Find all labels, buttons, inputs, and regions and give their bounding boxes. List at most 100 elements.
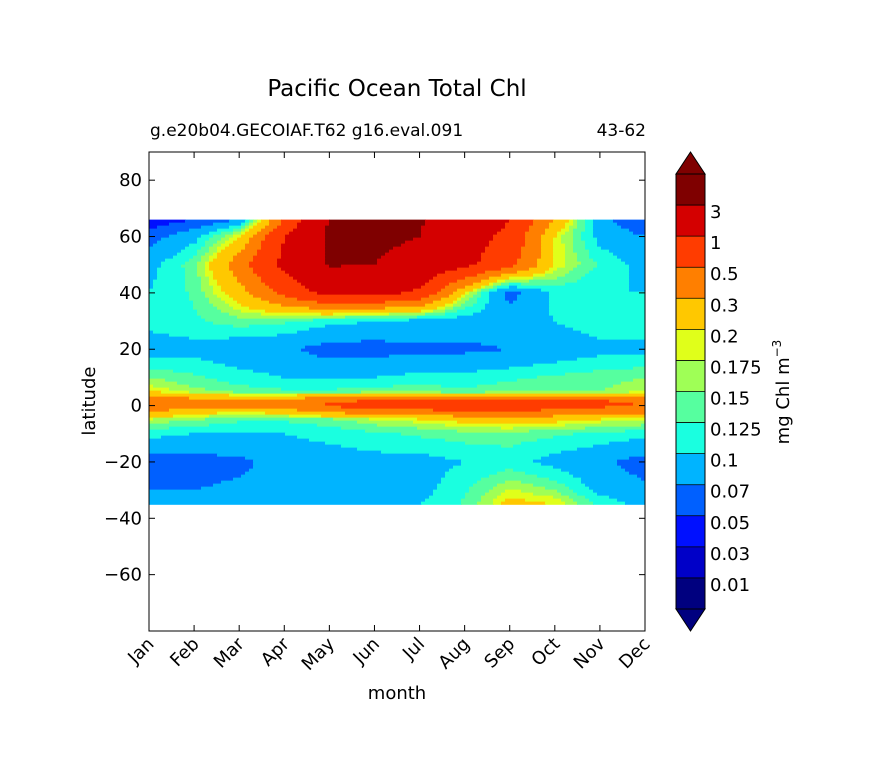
contour-cell bbox=[153, 330, 298, 335]
contour-cell bbox=[149, 363, 226, 368]
contour-cell bbox=[281, 252, 326, 257]
contour-cell bbox=[625, 261, 645, 266]
contour-cell bbox=[497, 495, 554, 500]
contour-cell bbox=[393, 246, 486, 251]
contour-cell bbox=[453, 414, 554, 419]
contour-cell bbox=[213, 276, 238, 281]
contour-cell bbox=[553, 414, 645, 419]
contour-cell bbox=[549, 222, 566, 227]
contour-cell bbox=[257, 273, 290, 278]
contour-cell bbox=[197, 312, 230, 317]
contour-cell bbox=[193, 372, 270, 377]
contour-cell bbox=[553, 237, 562, 242]
contour-cell bbox=[229, 264, 250, 269]
contour-cell bbox=[537, 474, 574, 479]
contour-cell bbox=[629, 279, 645, 284]
contour-cell bbox=[449, 294, 462, 299]
colorbar-segment bbox=[676, 391, 705, 424]
x-tick-label: Jun bbox=[349, 634, 384, 669]
contour-cell bbox=[557, 420, 602, 425]
contour-cell bbox=[517, 285, 630, 290]
contour-cell bbox=[197, 240, 206, 245]
contour-cell bbox=[333, 417, 370, 422]
contour-cell bbox=[161, 264, 182, 269]
contour-cell bbox=[317, 291, 402, 296]
contour-cell bbox=[329, 219, 426, 224]
contour-cell bbox=[149, 318, 206, 323]
contour-cell bbox=[309, 288, 414, 293]
contour-cell bbox=[629, 267, 645, 272]
contour-cell bbox=[577, 219, 586, 224]
contour-cell bbox=[325, 402, 634, 407]
x-tick-label: Nov bbox=[570, 633, 610, 673]
contour-cell bbox=[241, 228, 246, 233]
contour-cell bbox=[481, 258, 518, 263]
contour-cell bbox=[517, 297, 550, 302]
contour-cell bbox=[541, 243, 554, 248]
contour-cell bbox=[593, 228, 630, 233]
contour-cell bbox=[609, 441, 645, 446]
contour-cell bbox=[193, 300, 210, 305]
contour-cell bbox=[549, 267, 558, 272]
contour-cell bbox=[185, 279, 202, 284]
contour-cell bbox=[205, 252, 214, 257]
contour-cell bbox=[593, 258, 622, 263]
contour-cell bbox=[297, 330, 582, 335]
contour-cell bbox=[149, 249, 182, 254]
contour-cell bbox=[257, 231, 270, 236]
contour-cell bbox=[149, 222, 170, 227]
contour-cell bbox=[573, 240, 586, 245]
contour-cell bbox=[581, 261, 598, 266]
contour-cell bbox=[597, 264, 630, 269]
contour-cell bbox=[201, 357, 578, 362]
contour-cell bbox=[581, 237, 598, 242]
contour-cell bbox=[241, 249, 258, 254]
contour-cell bbox=[213, 360, 558, 365]
contour-cell bbox=[485, 390, 630, 395]
contour-cell bbox=[249, 237, 266, 242]
contour-cell bbox=[309, 438, 446, 443]
contour-cell bbox=[305, 345, 498, 350]
contour-cell bbox=[593, 444, 645, 449]
contour-cell bbox=[461, 459, 534, 464]
contour-cell bbox=[541, 456, 630, 461]
colorbar-tick-label: 0.175 bbox=[710, 357, 762, 378]
colorbar-extend-min bbox=[675, 608, 706, 632]
contour-cell bbox=[573, 234, 582, 239]
contour-cell bbox=[149, 348, 302, 353]
contour-cell bbox=[325, 228, 422, 233]
contour-cell bbox=[445, 471, 498, 476]
contour-cell bbox=[573, 246, 586, 251]
contour-cell bbox=[489, 297, 506, 302]
contour-cell bbox=[477, 288, 482, 293]
y-tick-label: 80 bbox=[119, 170, 142, 191]
contour-cell bbox=[205, 294, 218, 299]
contour-cell bbox=[245, 456, 446, 461]
contour-cell bbox=[637, 474, 645, 479]
contour-cell bbox=[149, 231, 178, 236]
contour-cell bbox=[597, 261, 626, 266]
colorbar-segment bbox=[676, 453, 705, 486]
contour-cell bbox=[381, 450, 562, 455]
contour-cell bbox=[389, 312, 426, 317]
contour-cell bbox=[149, 357, 202, 362]
contour-cell bbox=[337, 387, 606, 392]
contour-cell bbox=[149, 462, 254, 467]
contour-cell bbox=[149, 375, 206, 380]
contour-cell bbox=[429, 279, 458, 284]
contour-cell bbox=[237, 252, 258, 257]
contour-cell bbox=[225, 291, 250, 296]
contour-cell bbox=[589, 333, 645, 338]
contour-cell bbox=[457, 429, 530, 434]
contour-cell bbox=[545, 231, 558, 236]
contour-cell bbox=[253, 294, 286, 299]
contour-cell bbox=[609, 249, 645, 254]
colorbar-tick-label: 0.05 bbox=[710, 513, 750, 534]
contour-cell bbox=[281, 255, 326, 260]
contour-cell bbox=[209, 255, 218, 260]
contour-cell bbox=[249, 228, 262, 233]
contour-cell bbox=[297, 279, 430, 284]
contour-cell bbox=[525, 243, 542, 248]
contour-cell bbox=[485, 492, 502, 497]
contour-cell bbox=[549, 291, 645, 296]
